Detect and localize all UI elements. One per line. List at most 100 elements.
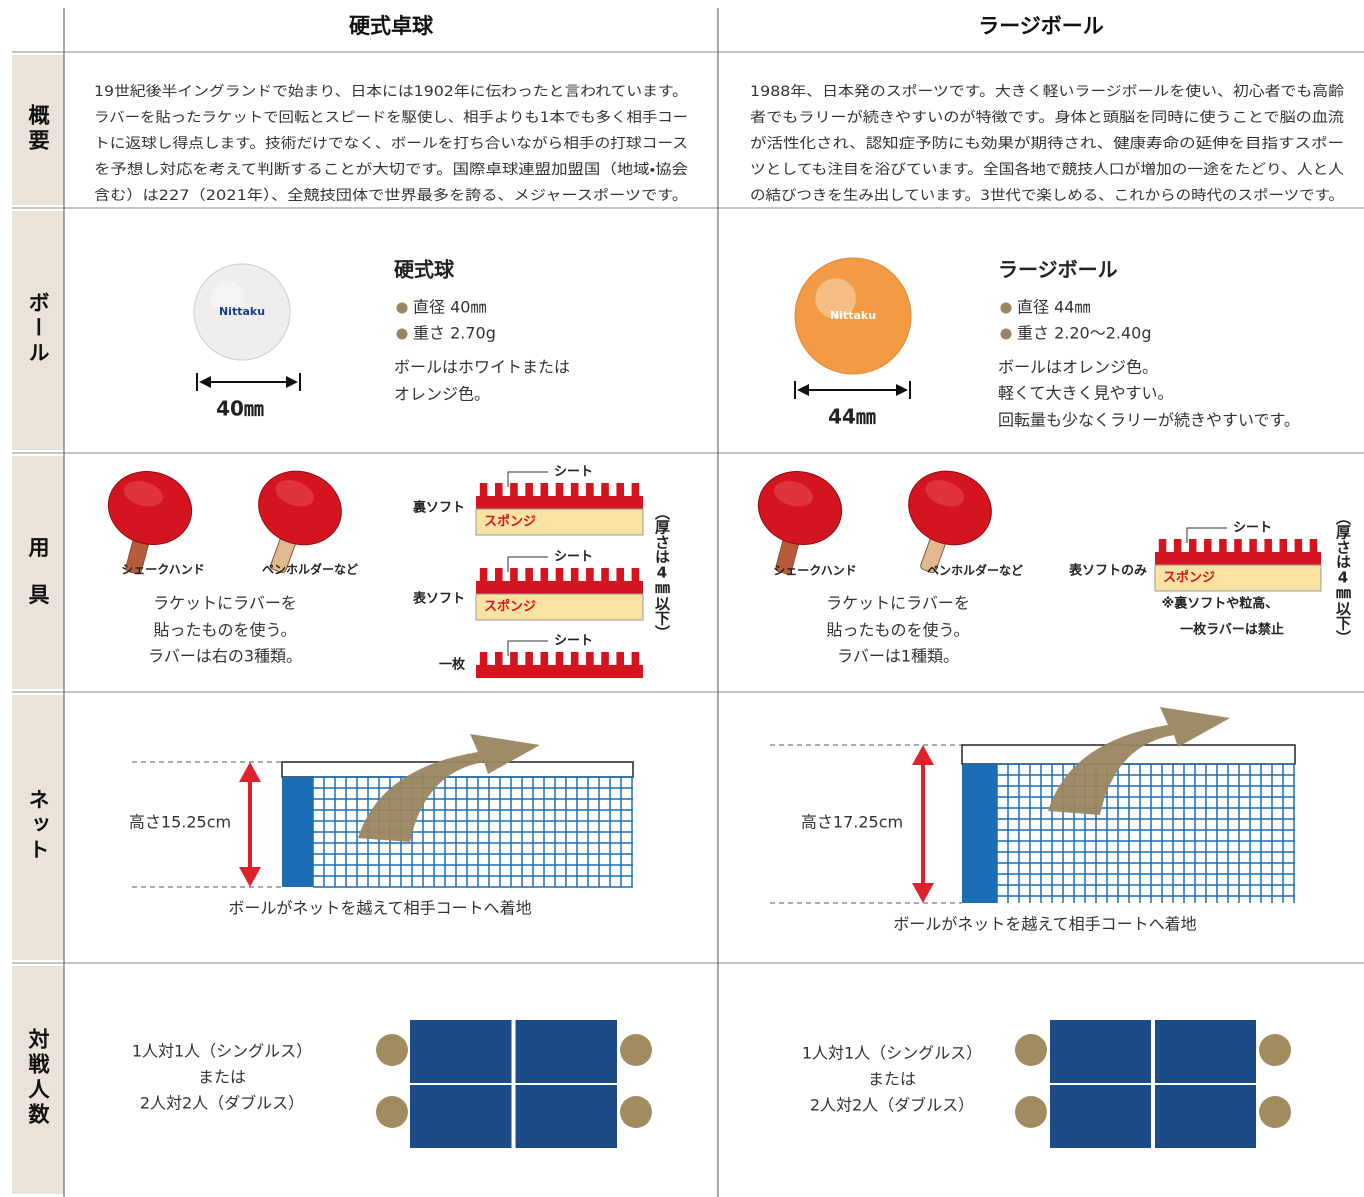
rubber-type: 裏ソフト [412, 500, 465, 516]
equipment-description: ラケットにラバーを [826, 594, 970, 613]
rubber-pimple [540, 652, 549, 665]
racket-shine [773, 481, 814, 507]
overview-line: 含む）は227（2021年）、全競技団体で世界最多を誇る、メジャースポーツです。 [94, 188, 688, 204]
restriction: ※裏ソフトや粒高、 [1162, 596, 1279, 612]
rubber-pimple [1173, 539, 1182, 552]
ball-description: 軽くて大きく見やすい。 [998, 384, 1174, 403]
rubber-pimple [1279, 539, 1288, 552]
players-line: 2人対2人（ダブルス） [810, 1096, 974, 1115]
sponge-label: スポンジ [484, 514, 536, 530]
row-header-cell [12, 55, 64, 205]
rubber-pimple [601, 483, 609, 496]
rubber-sheet [476, 665, 643, 678]
net-post [282, 777, 313, 887]
racket-illustration [908, 470, 992, 574]
equipment-description: ラバーは右の3種類。 [148, 647, 302, 666]
racket-blade [258, 470, 342, 546]
grip-label: ペンホルダーなど [927, 563, 1023, 578]
racket-shine [275, 480, 314, 507]
rubber-pimple [1158, 539, 1167, 552]
rubber-pimple [494, 652, 503, 665]
players-line: または [198, 1068, 246, 1087]
rubber-type: 表ソフトのみ [1068, 563, 1147, 579]
ball-spec: 直径 40㎜ [413, 298, 486, 317]
rubber-type: 表ソフト [412, 591, 465, 607]
overview-line: ラバーを貼ったラケットで回転とスピードを駆使し、相手よりも1本でも多く相手コー [94, 109, 688, 126]
rubber-pimple [1264, 539, 1272, 552]
row-header-cell [12, 456, 64, 689]
players-line: 1人対1人（シングルス） [132, 1042, 312, 1061]
player [1259, 1034, 1291, 1066]
ball-description: ボールはホワイトまたは [394, 358, 570, 377]
overview-line: 19世紀後半イングランドで始まり、日本には1902年に伝わったと言われています。 [94, 84, 688, 100]
rubber-pimple [494, 483, 503, 496]
rubber-sponge [475, 593, 644, 621]
ball-description: オレンジ色。 [394, 385, 490, 404]
rubber-pimple [1234, 539, 1242, 552]
sheet-label: シート [554, 465, 593, 480]
column-title: ラージボール [978, 14, 1104, 38]
rubber-pimple [586, 483, 594, 496]
row-label: 対戦人数 [26, 1027, 51, 1128]
rubber-pimple [1309, 539, 1318, 552]
row-label: 用具 [26, 537, 50, 631]
row-label: 概要 [26, 103, 50, 154]
net-caption: ボールがネットを越えて相手コートへ着地 [893, 915, 1196, 934]
rubber-sheet [476, 581, 643, 594]
sponge-label: スポンジ [1163, 570, 1215, 586]
racket-illustration [107, 471, 193, 575]
racket-shine [925, 480, 964, 507]
rubber-pimple [1219, 539, 1227, 552]
overview-line: の結びつきを生み出しています。3世代で楽しめる、これからの時代のスポーツです。 [750, 188, 1344, 204]
sheet-label: シート [554, 634, 593, 649]
ball-spec: 重さ 2.70g [413, 324, 496, 343]
rubber-pimple [570, 652, 579, 665]
rubber-pimple [479, 568, 488, 581]
ball-name: 硬式球 [394, 258, 455, 282]
ball-brand: Nittaku [830, 309, 876, 322]
rubber-pimple [631, 568, 640, 581]
grip-label: シェークハンド [121, 563, 204, 577]
row-header-cell [12, 211, 64, 450]
rubber-pimple [555, 652, 564, 665]
net-post [962, 764, 997, 903]
rubber-sheet [1155, 552, 1321, 565]
players-line: または [868, 1070, 916, 1089]
rubber-pimple [494, 568, 503, 581]
ball-name: ラージボール [998, 258, 1118, 282]
player [376, 1096, 408, 1128]
players-line: 2人対2人（ダブルス） [140, 1094, 304, 1113]
overview-line: を予想し対応を考えて判断することが大切です。国際卓球連盟加盟国（地域・協会 [94, 162, 688, 178]
rubber-pimple [631, 483, 640, 496]
rubber-pimple [479, 483, 488, 496]
arrow-head [797, 384, 908, 396]
thickness-note: （厚さは4㎜以下） [653, 505, 671, 640]
racket-illustration [757, 471, 843, 575]
equipment-description: ラバーは1種類。 [837, 647, 959, 666]
ball-path-arrow [358, 734, 540, 842]
rubber-pimple [555, 568, 564, 581]
rubber-pimple [525, 568, 533, 581]
equipment-description: ラケットにラバーを [153, 594, 297, 613]
ball-path-arrow [1048, 707, 1230, 815]
rubber-pimple [525, 483, 533, 496]
overview-line: 1988年、日本発のスポーツです。大きく軽いラージボールを使い、初心者でも高齢 [750, 83, 1344, 100]
racket-blade [908, 470, 992, 546]
grip-label: シェークハンド [773, 564, 856, 578]
grip-label: ペンホルダーなど [262, 562, 358, 577]
sheet-pointer [507, 471, 548, 487]
ball [193, 263, 291, 361]
column-title: 硬式卓球 [349, 14, 434, 38]
ball-diameter: 44㎜ [828, 405, 876, 429]
player [1015, 1034, 1047, 1066]
rubber-pimple [1204, 539, 1212, 552]
racket-shine [123, 481, 164, 507]
net-height: 高さ15.25cm [129, 813, 231, 832]
row-label: ネット [26, 789, 50, 864]
overview-line: が活性化され、認知症予防にも効果が期待され、健康寿命の延伸を目指すスポー [750, 135, 1344, 152]
rubber-pimple [616, 652, 625, 665]
rubber-sponge [475, 508, 644, 536]
overview-line: 者でもラリーが続きやすいのが特徴です。身体と頭脳を同時に使うことで脳の血流 [750, 109, 1344, 126]
player [620, 1096, 652, 1128]
ball [794, 257, 912, 375]
